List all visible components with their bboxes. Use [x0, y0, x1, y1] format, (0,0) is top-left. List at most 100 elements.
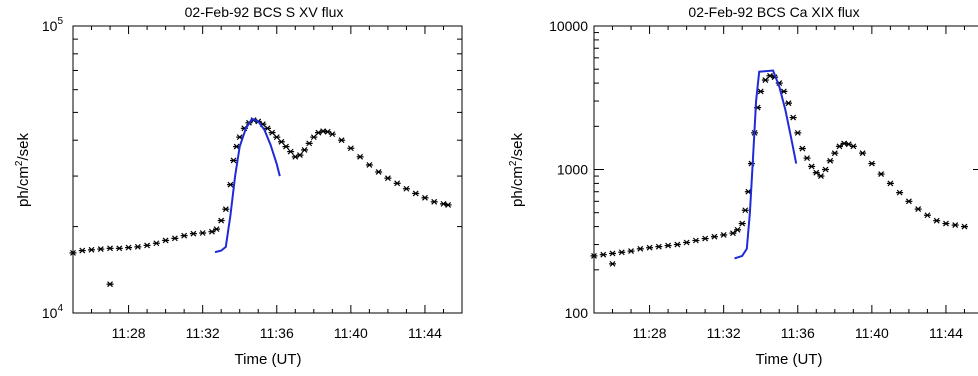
- data-point: [226, 181, 234, 188]
- data-point: [747, 160, 755, 167]
- data-point: [868, 160, 876, 167]
- data-point: [402, 185, 410, 192]
- data-point: [277, 138, 285, 145]
- data-point: [741, 207, 749, 214]
- data-point: [328, 131, 336, 138]
- data-point: [692, 237, 700, 244]
- data-point: [849, 143, 857, 150]
- data-point: [859, 150, 867, 157]
- data-point: [835, 143, 843, 150]
- data-point: [217, 217, 225, 224]
- data-point: [761, 77, 769, 83]
- chart-panel-ca-xix: 02-Feb-92 BCS Ca XIX flux 100 1000 10000 1…: [508, 4, 978, 368]
- data-point: [106, 245, 114, 252]
- data-point: [808, 163, 816, 170]
- data-point: [831, 150, 839, 157]
- data-point: [627, 248, 635, 255]
- data-point: [222, 206, 230, 213]
- x-tick-label: 11:32: [707, 325, 741, 341]
- plot-frame: [72, 25, 463, 314]
- data-point: [199, 230, 207, 236]
- data-point: [338, 137, 346, 144]
- data-point: [789, 114, 797, 121]
- model-fit-line: [734, 69, 798, 260]
- x-tick-label: 11:28: [633, 325, 667, 341]
- x-tick-label: 11:36: [260, 325, 294, 341]
- data-point: [143, 242, 151, 249]
- data-point: [393, 180, 401, 187]
- x-tick-label: 11:44: [929, 325, 963, 341]
- x-axis-label: Time (UT): [235, 351, 302, 368]
- data-point: [213, 226, 221, 233]
- data-point: [301, 147, 309, 153]
- data-point: [78, 247, 86, 254]
- x-axis-ticks: 11:28 11:32 11:36 11:40 11:44: [593, 26, 965, 341]
- x-axis-label: Time (UT): [756, 351, 823, 368]
- y-axis-label: ph/cm2/sek: [14, 133, 32, 207]
- data-point: [125, 244, 133, 251]
- chart-panel-s-xv: 02-Feb-92 BCS S XV flux 104 105 11:28 11:3…: [14, 4, 463, 368]
- data-point: [757, 88, 765, 95]
- data-point: [618, 249, 626, 256]
- y-axis-label: ph/cm2/sek: [508, 133, 526, 207]
- data-point: [412, 190, 420, 197]
- data-point: [421, 194, 429, 201]
- data-point: [365, 162, 373, 168]
- data-point: [88, 246, 96, 253]
- data-point: [914, 206, 922, 212]
- data-point: [171, 235, 179, 242]
- data-point: [180, 232, 188, 239]
- x-axis-ticks: 11:28 11:32 11:36 11:40 11:44: [72, 26, 463, 341]
- x-tick-label: 11:44: [408, 325, 442, 341]
- data-point: [794, 129, 802, 136]
- data-point: [738, 220, 746, 227]
- data-point: [230, 157, 238, 164]
- data-point: [785, 100, 792, 107]
- y-tick-label: 105: [42, 16, 64, 34]
- data-point: [384, 175, 392, 182]
- x-tick-label: 11:36: [781, 325, 815, 341]
- data-point: [942, 220, 950, 227]
- data-point: [886, 180, 894, 187]
- data-point: [609, 260, 617, 267]
- data-point: [356, 153, 364, 160]
- data-point: [287, 148, 295, 155]
- data-point: [896, 189, 904, 196]
- data-point: [162, 237, 170, 244]
- data-point: [347, 145, 355, 152]
- data-point: [923, 212, 931, 219]
- data-point: [106, 281, 114, 288]
- y-axis-ticks: 104 105: [42, 16, 462, 321]
- data-point: [636, 245, 644, 252]
- data-point: [134, 243, 142, 250]
- data-point: [430, 198, 438, 205]
- data-point: [826, 157, 834, 164]
- data-point: [710, 233, 718, 240]
- chart-title: 02-Feb-92 BCS S XV flux: [185, 4, 344, 20]
- data-point: [189, 230, 197, 237]
- chart-title: 02-Feb-92 BCS Ca XIX flux: [688, 4, 859, 20]
- data-point: [812, 169, 820, 176]
- y-tick-label: 1000: [557, 162, 588, 178]
- x-tick-label: 11:28: [112, 325, 146, 341]
- data-point: [273, 134, 281, 141]
- data-point: [798, 145, 806, 152]
- data-point: [817, 173, 825, 179]
- y-tick-label: 10000: [549, 18, 588, 34]
- y-axis-ticks: 100 1000 10000: [549, 18, 978, 321]
- data-point: [673, 241, 681, 248]
- x-tick-label: 11:40: [334, 325, 368, 341]
- data-point: [305, 140, 313, 147]
- data-point: [734, 226, 742, 233]
- y-tick-label: 100: [565, 305, 589, 321]
- data-point: [701, 235, 709, 242]
- data-series-points: [69, 117, 452, 288]
- data-point: [729, 230, 737, 237]
- plot-frame: [593, 25, 978, 314]
- data-point: [905, 198, 913, 205]
- data-point: [69, 249, 77, 256]
- data-point: [115, 245, 123, 252]
- data-point: [444, 201, 452, 208]
- data-point: [264, 125, 271, 132]
